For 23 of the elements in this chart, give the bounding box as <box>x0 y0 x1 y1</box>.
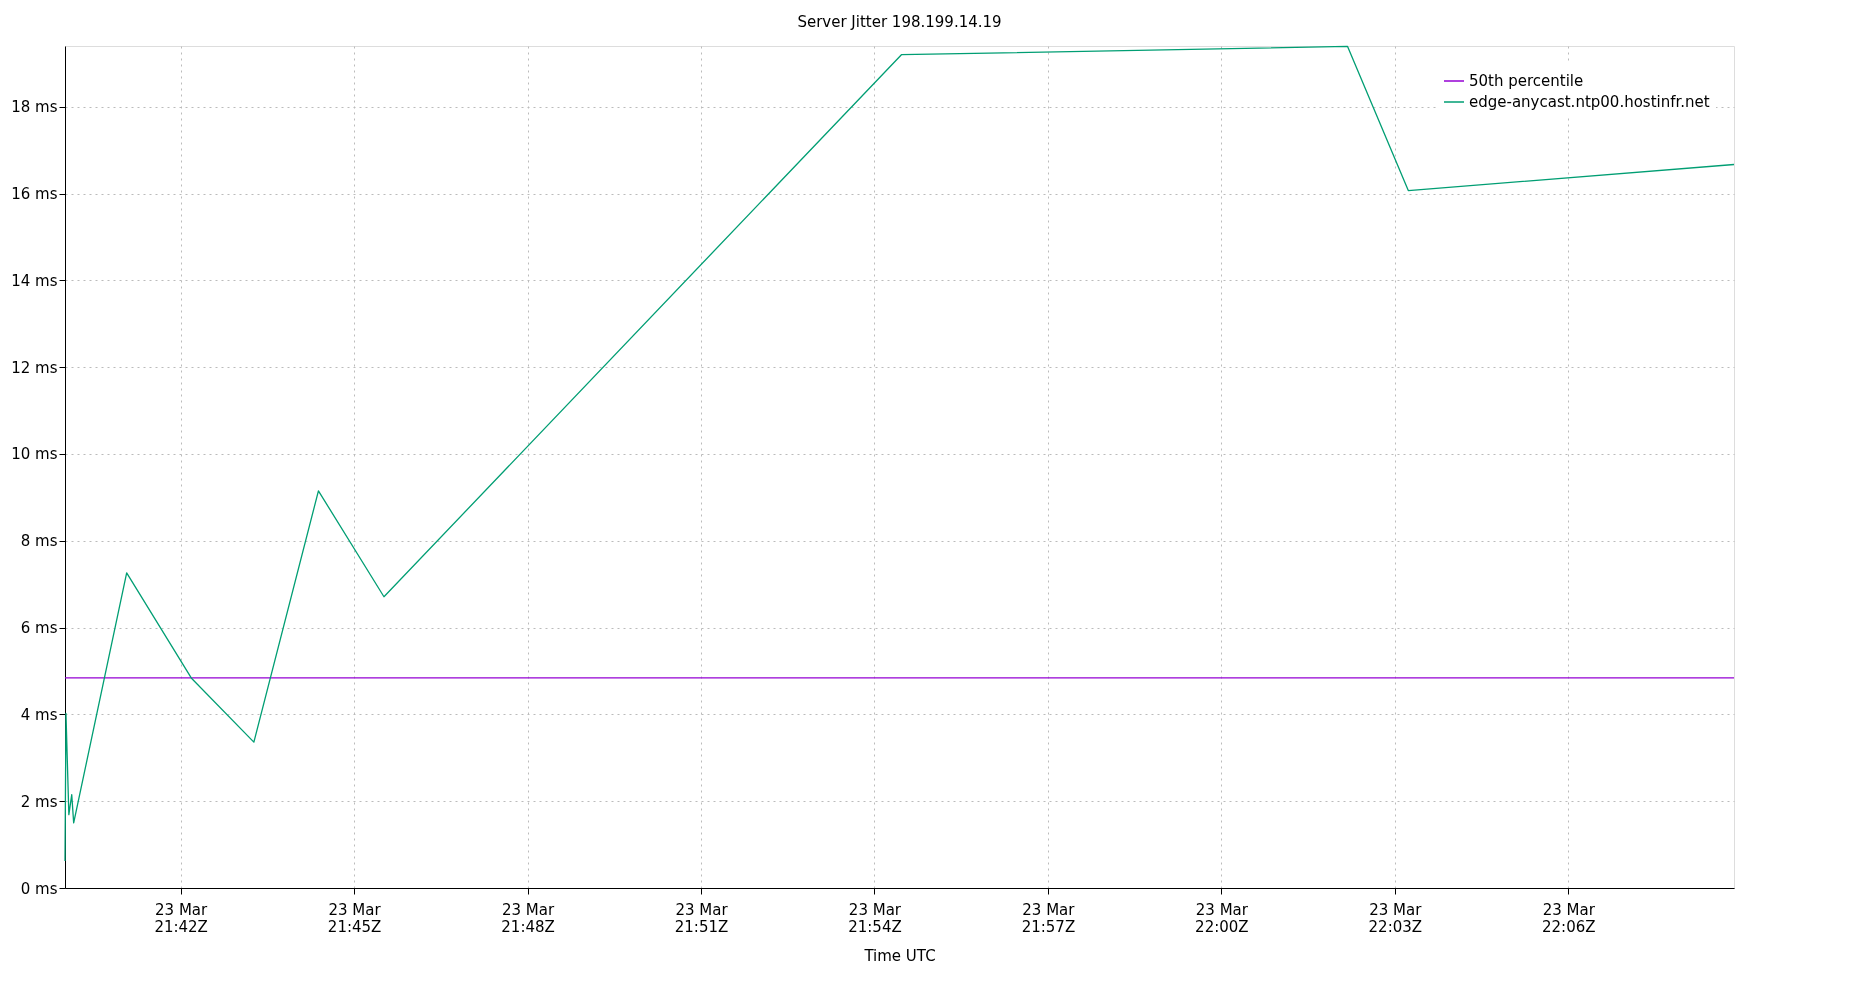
y-tick-label: 8 ms <box>20 532 58 551</box>
chart-title: Server Jitter 198.199.14.19 <box>797 12 1002 31</box>
y-tick-label: 12 ms <box>11 358 58 377</box>
x-tick-label: 23 Mar 22:00Z <box>1195 900 1249 936</box>
y-tick-label: 18 ms <box>11 98 58 117</box>
x-axis-title: Time UTC <box>863 946 936 965</box>
y-tick-label: 0 ms <box>20 879 58 898</box>
legend-label: edge-anycast.ntp00.hostinfr.net <box>1469 93 1710 111</box>
y-tick-label: 16 ms <box>11 185 58 204</box>
y-tick-label: 4 ms <box>20 705 58 724</box>
x-tick-label: 23 Mar 21:57Z <box>1021 900 1076 936</box>
x-tick-label: 23 Mar 21:42Z <box>154 900 209 936</box>
x-tick-label: 23 Mar 22:06Z <box>1542 900 1596 936</box>
y-tick-label: 2 ms <box>20 792 58 811</box>
y-tick-label: 6 ms <box>20 619 58 638</box>
x-tick-label: 23 Mar 21:45Z <box>327 900 382 936</box>
y-tick-label: 10 ms <box>11 445 58 464</box>
legend-label: 50th percentile <box>1469 72 1584 90</box>
x-tick-label: 23 Mar 21:48Z <box>501 900 555 936</box>
y-tick-label: 14 ms <box>11 271 58 290</box>
x-tick-label: 23 Mar 21:51Z <box>674 900 729 936</box>
x-tick-label: 23 Mar 22:03Z <box>1368 900 1423 936</box>
x-tick-label: 23 Mar 21:54Z <box>848 900 902 936</box>
